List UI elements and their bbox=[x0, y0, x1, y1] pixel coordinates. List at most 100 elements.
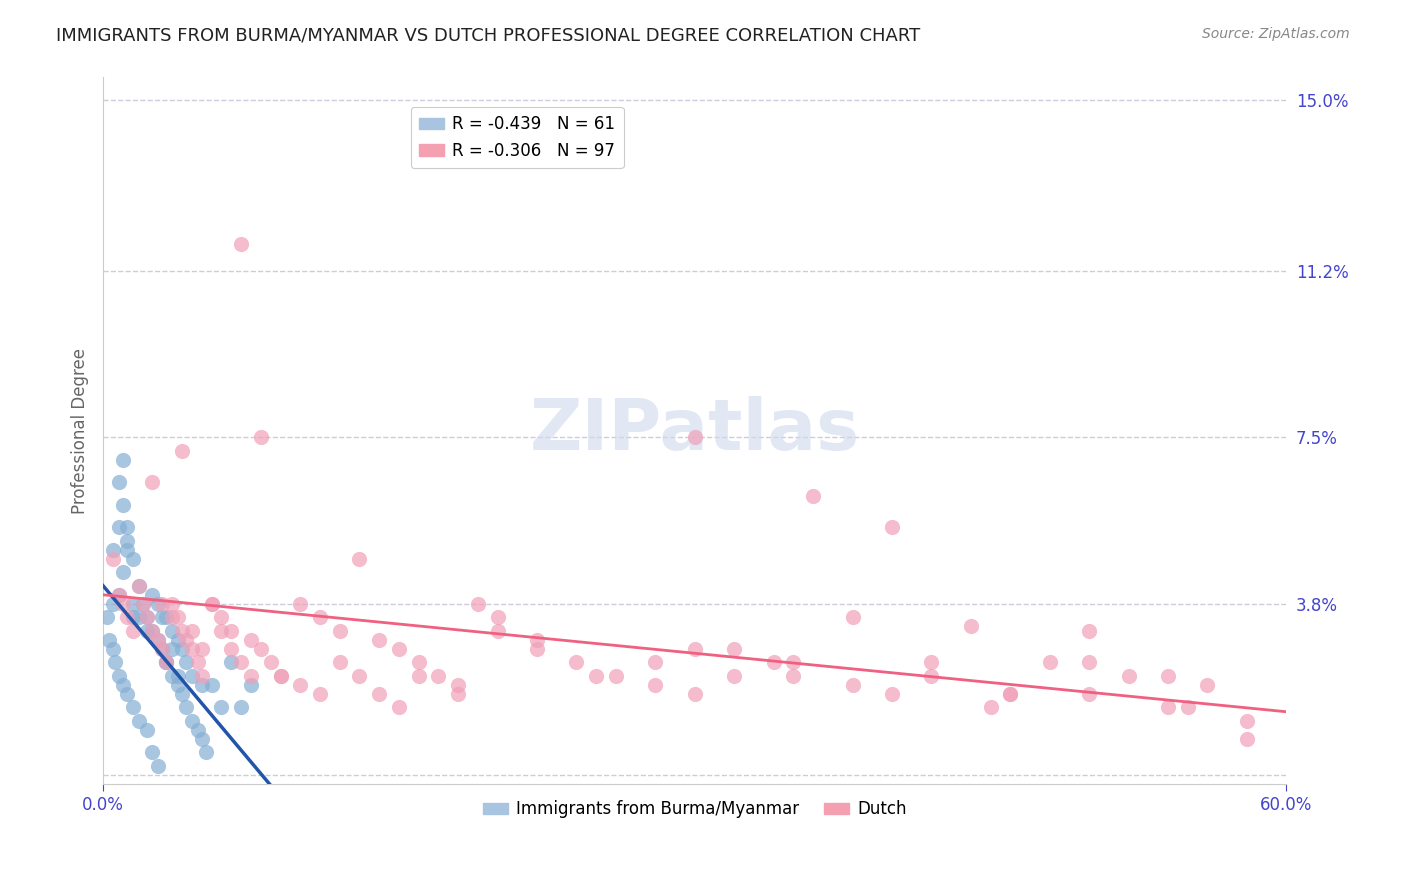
Point bbox=[167, 669, 190, 683]
Point bbox=[115, 610, 138, 624]
Point bbox=[408, 669, 430, 683]
Point bbox=[221, 641, 243, 656]
Point bbox=[141, 475, 163, 490]
Point bbox=[148, 632, 170, 647]
Point bbox=[180, 624, 202, 638]
Point bbox=[231, 700, 253, 714]
Text: Source: ZipAtlas.com: Source: ZipAtlas.com bbox=[1202, 27, 1350, 41]
Point bbox=[160, 624, 183, 638]
Point bbox=[148, 632, 170, 647]
Point bbox=[180, 714, 202, 728]
Point bbox=[526, 641, 548, 656]
Point bbox=[108, 588, 131, 602]
Point bbox=[240, 669, 263, 683]
Point bbox=[368, 687, 391, 701]
Point bbox=[111, 566, 134, 580]
Point bbox=[174, 655, 197, 669]
Point bbox=[1157, 700, 1180, 714]
Point bbox=[190, 641, 212, 656]
Text: IMMIGRANTS FROM BURMA/MYANMAR VS DUTCH PROFESSIONAL DEGREE CORRELATION CHART: IMMIGRANTS FROM BURMA/MYANMAR VS DUTCH P… bbox=[56, 27, 921, 45]
Point bbox=[309, 687, 332, 701]
Point bbox=[141, 588, 163, 602]
Point bbox=[250, 641, 273, 656]
Point bbox=[980, 700, 1002, 714]
Point bbox=[128, 579, 150, 593]
Point bbox=[135, 610, 157, 624]
Point bbox=[170, 624, 193, 638]
Point bbox=[180, 641, 202, 656]
Point bbox=[121, 551, 143, 566]
Point bbox=[150, 610, 173, 624]
Text: ZIPatlas: ZIPatlas bbox=[530, 396, 860, 465]
Point bbox=[1236, 731, 1258, 746]
Point bbox=[190, 669, 212, 683]
Point bbox=[200, 597, 222, 611]
Point bbox=[349, 669, 371, 683]
Point bbox=[121, 610, 143, 624]
Point bbox=[1039, 655, 1062, 669]
Point bbox=[167, 632, 190, 647]
Point bbox=[959, 619, 981, 633]
Point bbox=[1078, 687, 1101, 701]
Point bbox=[486, 610, 509, 624]
Point bbox=[240, 678, 263, 692]
Point bbox=[427, 669, 450, 683]
Point bbox=[101, 551, 124, 566]
Point bbox=[368, 632, 391, 647]
Point bbox=[101, 641, 124, 656]
Point bbox=[148, 597, 170, 611]
Point bbox=[128, 714, 150, 728]
Point bbox=[167, 610, 190, 624]
Point bbox=[231, 655, 253, 669]
Point bbox=[111, 678, 134, 692]
Point bbox=[782, 669, 804, 683]
Point bbox=[160, 610, 183, 624]
Point bbox=[526, 632, 548, 647]
Point bbox=[240, 632, 263, 647]
Point bbox=[723, 641, 745, 656]
Point bbox=[762, 655, 785, 669]
Point bbox=[683, 430, 706, 444]
Point bbox=[101, 542, 124, 557]
Point bbox=[115, 533, 138, 548]
Point bbox=[141, 624, 163, 638]
Point bbox=[447, 678, 470, 692]
Point bbox=[141, 745, 163, 759]
Point bbox=[101, 597, 124, 611]
Point bbox=[141, 624, 163, 638]
Point bbox=[1197, 678, 1219, 692]
Point bbox=[108, 588, 131, 602]
Point bbox=[841, 678, 863, 692]
Point bbox=[329, 624, 352, 638]
Point bbox=[200, 597, 222, 611]
Point bbox=[585, 669, 607, 683]
Point bbox=[486, 624, 509, 638]
Point bbox=[231, 236, 253, 251]
Point bbox=[187, 655, 209, 669]
Point bbox=[96, 610, 118, 624]
Point bbox=[111, 453, 134, 467]
Point bbox=[150, 641, 173, 656]
Point bbox=[644, 655, 666, 669]
Point bbox=[329, 655, 352, 669]
Point bbox=[1236, 714, 1258, 728]
Point bbox=[683, 641, 706, 656]
Point bbox=[174, 632, 197, 647]
Point bbox=[349, 551, 371, 566]
Point bbox=[605, 669, 627, 683]
Y-axis label: Professional Degree: Professional Degree bbox=[72, 348, 89, 514]
Point bbox=[221, 624, 243, 638]
Point bbox=[723, 669, 745, 683]
Point bbox=[388, 641, 411, 656]
Point bbox=[920, 669, 942, 683]
Point bbox=[135, 723, 157, 737]
Point bbox=[190, 678, 212, 692]
Point bbox=[880, 687, 903, 701]
Point bbox=[194, 745, 217, 759]
Point bbox=[801, 489, 824, 503]
Point bbox=[174, 700, 197, 714]
Point bbox=[170, 641, 193, 656]
Point bbox=[290, 597, 312, 611]
Point bbox=[190, 731, 212, 746]
Legend: Immigrants from Burma/Myanmar, Dutch: Immigrants from Burma/Myanmar, Dutch bbox=[475, 794, 914, 825]
